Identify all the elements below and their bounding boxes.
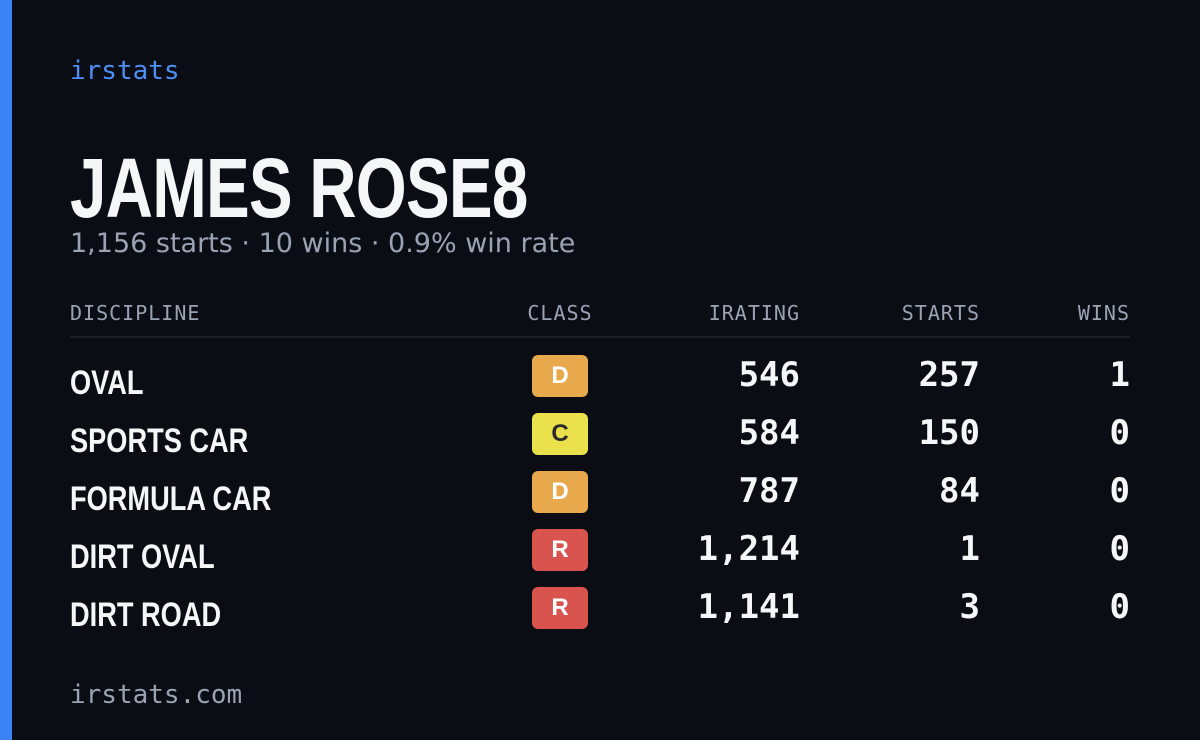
discipline: DIRT ROAD xyxy=(70,596,222,634)
accent-bar xyxy=(0,0,12,740)
class-badge: R xyxy=(532,529,588,571)
starts: 84 xyxy=(939,471,980,511)
driver-summary: 1,156 starts · 10 wins · 0.9% win rate xyxy=(70,228,576,259)
driver-name: JAMES ROSE8 xyxy=(70,141,528,235)
class-badge: D xyxy=(532,471,588,513)
irating: 1,214 xyxy=(697,529,800,569)
starts: 1 xyxy=(959,529,980,569)
irating: 584 xyxy=(738,413,800,453)
discipline: OVAL xyxy=(70,364,144,402)
starts: 3 xyxy=(959,587,980,627)
footer: irstats.com xyxy=(70,680,243,710)
column-header: IRATING xyxy=(708,301,800,325)
wins: 0 xyxy=(1109,413,1130,453)
irating: 546 xyxy=(738,355,800,395)
wins: 0 xyxy=(1109,587,1130,627)
wins: 0 xyxy=(1109,529,1130,569)
discipline: FORMULA CAR xyxy=(70,480,272,518)
wins: 0 xyxy=(1109,471,1130,511)
column-header: WINS xyxy=(1077,301,1130,325)
class-badge: D xyxy=(532,355,588,397)
column-header: CLASS xyxy=(527,301,593,325)
class-badge: C xyxy=(532,413,588,455)
header-divider xyxy=(70,336,1130,338)
column-header: STARTS xyxy=(901,301,980,325)
brand: irstats xyxy=(70,56,180,86)
starts: 257 xyxy=(918,355,980,395)
starts: 150 xyxy=(918,413,980,453)
wins: 1 xyxy=(1109,355,1130,395)
class-badge: R xyxy=(532,587,588,629)
column-header: DISCIPLINE xyxy=(70,301,201,325)
discipline: DIRT OVAL xyxy=(70,538,215,576)
irating: 1,141 xyxy=(697,587,800,627)
discipline: SPORTS CAR xyxy=(70,422,249,460)
irating: 787 xyxy=(738,471,800,511)
